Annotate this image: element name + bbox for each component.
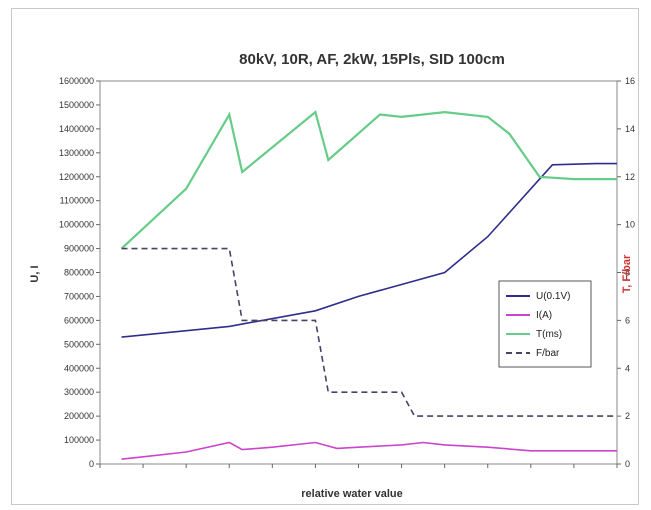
- legend-label: T(ms): [536, 329, 562, 340]
- left-y-tick-label: 1100000: [60, 196, 94, 206]
- right-y-tick-label: 8: [625, 268, 630, 278]
- right-y-tick-label: 10: [625, 220, 635, 230]
- left-y-tick-label: 600000: [64, 315, 94, 325]
- right-y-tick-label: 0: [625, 459, 630, 469]
- right-y-tick-label: 16: [625, 76, 635, 86]
- left-y-tick-label: 300000: [64, 387, 94, 397]
- left-y-tick-label: 1500000: [59, 100, 94, 110]
- legend-label: I(A): [536, 310, 552, 321]
- x-axis-ticks: [99, 464, 618, 468]
- left-y-tick-label: 0: [89, 459, 94, 469]
- left-y-axis-ticks: 0 100000 200000 300000 400000 500000 600000 700…: [59, 76, 100, 469]
- left-y-tick-label: 1300000: [59, 148, 94, 158]
- left-y-tick-label: 200000: [64, 411, 94, 421]
- left-y-tick-label: 100000: [64, 435, 94, 445]
- right-y-tick-label: 2: [625, 411, 630, 421]
- legend-label: F/bar: [536, 348, 560, 359]
- plot-area: [99, 80, 618, 465]
- right-y-axis-ticks: 0 2 4 6 8 10 12 14 16: [617, 76, 635, 469]
- left-y-tick-label: 700000: [64, 291, 94, 301]
- left-y-tick-label: 900000: [64, 244, 94, 254]
- chart-title: 80kV, 10R, AF, 2kW, 15Pls, SID 100cm: [239, 51, 505, 68]
- chart-svg: 80kV, 10R, AF, 2kW, 15Pls, SID 100cm 0 10…: [29, 51, 635, 500]
- series-line-2: [121, 441, 617, 460]
- left-y-tick-label: 1600000: [59, 76, 94, 86]
- series-layer: [120, 110, 617, 460]
- right-y-tick-label: 14: [625, 124, 635, 134]
- right-y-tick-label: 12: [625, 172, 635, 182]
- left-y-axis-label: U, I: [29, 265, 41, 282]
- legend-label: U(0.1V): [536, 291, 570, 302]
- left-y-tick-label: 800000: [64, 268, 94, 278]
- chart-frame: 80kV, 10R, AF, 2kW, 15Pls, SID 100cm 0 10…: [11, 8, 639, 505]
- series-line-1: [121, 162, 617, 338]
- right-y-axis-label: T, F/bar: [621, 254, 633, 293]
- left-y-tick-label: 1400000: [59, 124, 94, 134]
- left-y-tick-label: 500000: [64, 339, 94, 349]
- legend: U(0.1V) I(A) T(ms) F/bar: [498, 280, 592, 368]
- right-y-tick-label: 4: [625, 363, 630, 373]
- series-line-4: [121, 247, 617, 417]
- left-y-tick-label: 1000000: [59, 220, 94, 230]
- left-y-tick-label: 400000: [64, 363, 94, 373]
- series-line-3: [120, 110, 617, 250]
- x-axis-label: relative water value: [301, 488, 403, 500]
- right-y-tick-label: 6: [625, 315, 630, 325]
- left-y-tick-label: 1200000: [59, 172, 94, 182]
